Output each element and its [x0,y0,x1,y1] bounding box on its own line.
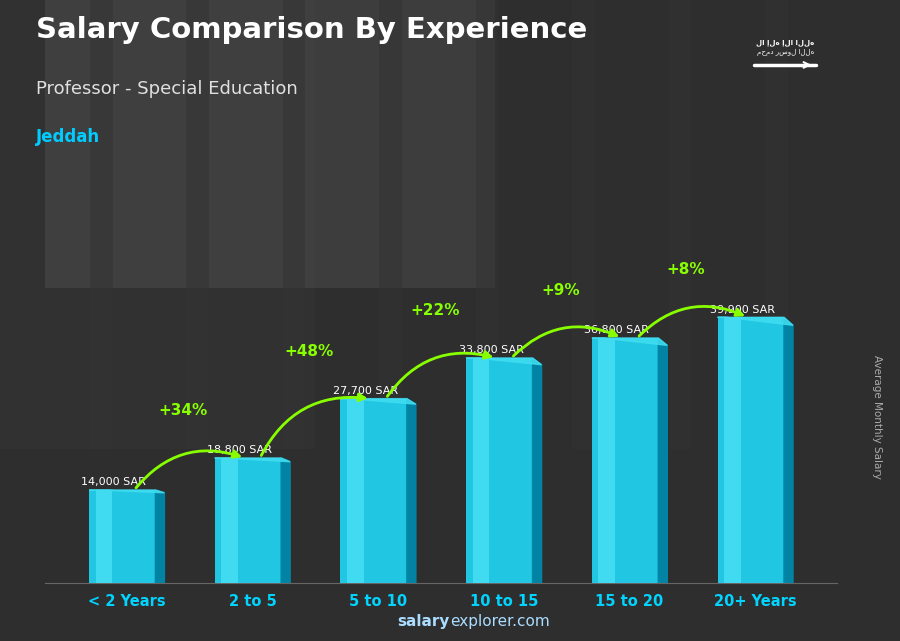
Text: explorer.com: explorer.com [450,615,550,629]
Bar [45,0,495,288]
Polygon shape [89,490,165,493]
Bar [340,399,407,583]
Polygon shape [156,490,165,583]
Bar [347,399,364,583]
Bar [90,0,112,449]
Bar [95,490,112,583]
Text: 33,800 SAR: 33,800 SAR [459,345,524,355]
Bar [215,458,281,583]
Bar [0,0,315,449]
Bar [466,358,533,583]
Text: +22%: +22% [410,303,460,318]
Text: 14,000 SAR: 14,000 SAR [82,478,147,487]
Bar [476,0,499,449]
Text: 18,800 SAR: 18,800 SAR [207,445,272,455]
Bar [89,490,156,583]
Text: محمد رسول الله: محمد رسول الله [757,49,814,56]
Text: 36,800 SAR: 36,800 SAR [584,326,649,335]
Polygon shape [658,338,667,583]
Bar [669,0,691,449]
Polygon shape [340,399,416,404]
Text: +48%: +48% [284,344,334,359]
Polygon shape [784,317,793,583]
Polygon shape [717,317,793,325]
Text: Salary Comparison By Experience: Salary Comparison By Experience [36,16,587,44]
Bar [221,458,238,583]
Bar [592,338,658,583]
Text: salary: salary [398,615,450,629]
Bar [379,0,401,449]
Text: Professor - Special Education: Professor - Special Education [36,80,298,98]
Polygon shape [533,358,542,583]
Text: +8%: +8% [667,262,706,278]
Bar [765,0,788,449]
Polygon shape [407,399,416,583]
Bar [717,317,784,583]
Bar [472,358,490,583]
Text: 27,700 SAR: 27,700 SAR [333,386,398,396]
Bar [186,0,209,449]
Text: +9%: +9% [541,283,580,298]
Polygon shape [215,458,290,462]
Text: 39,900 SAR: 39,900 SAR [710,304,775,315]
Text: Jeddah: Jeddah [36,128,100,146]
Text: Average Monthly Salary: Average Monthly Salary [872,354,883,479]
Bar [283,0,305,449]
Polygon shape [592,338,667,345]
Text: لا إله إلا الله: لا إله إلا الله [756,39,814,46]
Bar [724,317,741,583]
Polygon shape [466,358,542,365]
Polygon shape [281,458,290,583]
Bar [572,0,595,449]
Text: +34%: +34% [158,403,208,418]
Bar [598,338,615,583]
